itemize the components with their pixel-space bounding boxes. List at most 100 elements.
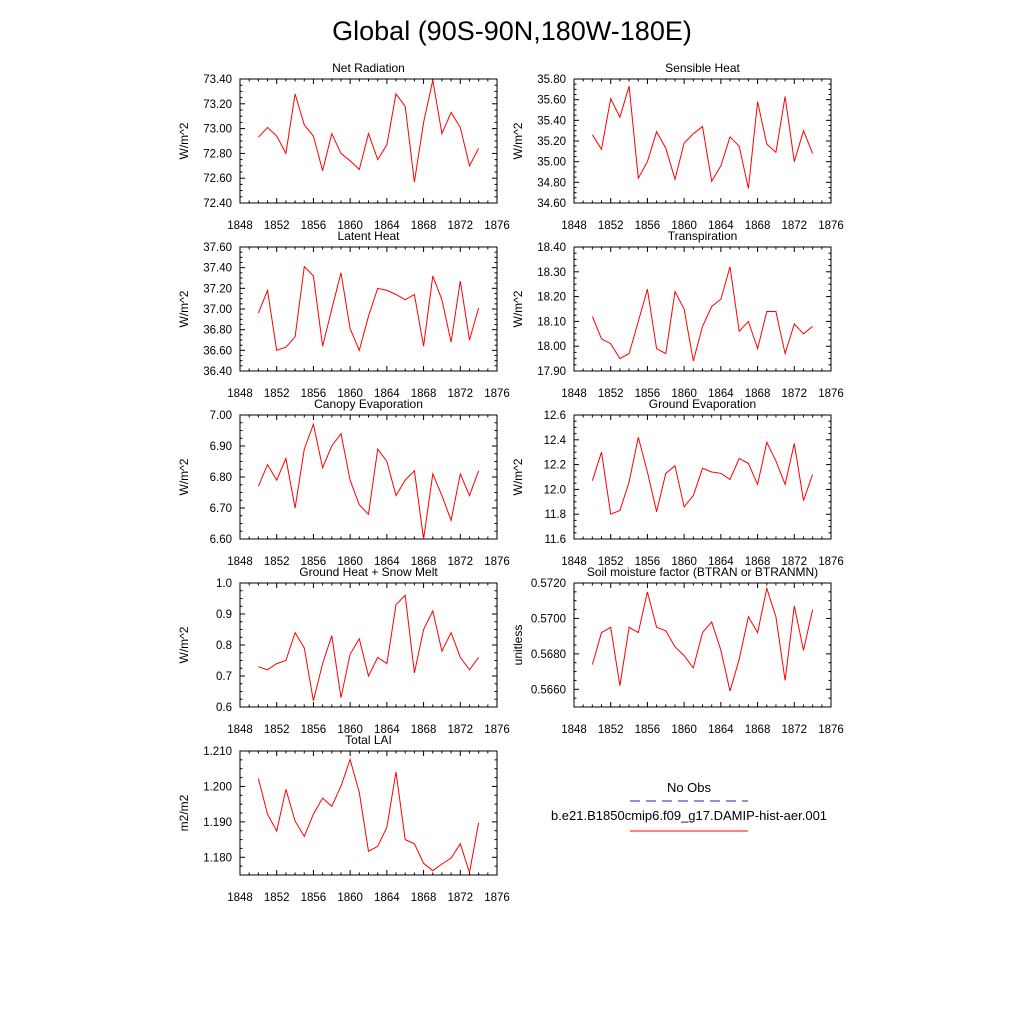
y-axis-label: W/m^2 — [177, 458, 191, 495]
x-tick-label: 1856 — [301, 388, 327, 400]
y-tick-label: 12.6 — [544, 410, 566, 422]
x-tick-label: 1876 — [818, 556, 844, 568]
y-tick-label: 18.20 — [537, 292, 566, 304]
x-tick-label: 1868 — [411, 556, 437, 568]
x-tick-label: 1848 — [561, 724, 587, 736]
x-tick-label: 1864 — [708, 556, 734, 568]
y-axis-label: unitless — [511, 625, 525, 666]
x-tick-label: 1852 — [264, 220, 290, 232]
panel-title: Latent Heat — [337, 229, 400, 243]
x-tick-label: 1848 — [227, 892, 253, 904]
plot-frame — [239, 78, 498, 204]
x-tick-label: 1872 — [781, 388, 807, 400]
y-tick-label: 0.7 — [216, 671, 232, 683]
y-tick-label: 72.40 — [203, 198, 232, 210]
y-axis-label: W/m^2 — [511, 122, 525, 159]
figure-title: Global (90S-90N,180W-180E) — [332, 16, 692, 46]
y-tick-label: 1.210 — [203, 746, 232, 758]
y-tick-label: 72.80 — [203, 148, 232, 160]
y-tick-label: 35.60 — [537, 95, 566, 107]
x-tick-label: 1872 — [447, 388, 473, 400]
x-tick-label: 1848 — [561, 220, 587, 232]
x-tick-label: 1868 — [745, 556, 771, 568]
x-tick-label: 1848 — [227, 220, 253, 232]
y-tick-label: 18.00 — [537, 341, 566, 353]
y-tick-label: 37.60 — [203, 242, 232, 254]
y-tick-label: 6.60 — [210, 534, 232, 546]
legend-model-label: b.e21.B1850cmip6.f09_g17.DAMIP-hist-aer.… — [551, 808, 827, 823]
panel-title: Transpiration — [668, 229, 738, 243]
x-tick-label: 1872 — [781, 724, 807, 736]
y-tick-label: 73.00 — [203, 124, 232, 136]
y-tick-label: 7.00 — [210, 410, 232, 422]
y-tick-label: 0.5680 — [531, 649, 566, 661]
x-tick-label: 1876 — [818, 388, 844, 400]
x-tick-label: 1860 — [337, 724, 363, 736]
panel-title: Ground Heat + Snow Melt — [299, 565, 438, 579]
y-tick-label: 36.80 — [203, 325, 232, 337]
plot-frame — [573, 414, 832, 540]
series-line — [257, 422, 480, 540]
y-tick-label: 11.8 — [544, 509, 566, 521]
x-tick-label: 1852 — [598, 220, 624, 232]
y-tick-label: 12.2 — [544, 460, 566, 472]
x-tick-label: 1860 — [337, 892, 363, 904]
y-tick-label: 34.60 — [537, 198, 566, 210]
y-tick-label: 12.0 — [544, 484, 566, 496]
x-tick-label: 1852 — [264, 388, 290, 400]
y-tick-label: 0.9 — [216, 609, 232, 621]
x-tick-label: 1856 — [635, 724, 661, 736]
y-tick-label: 34.80 — [537, 177, 566, 189]
y-tick-label: 1.0 — [216, 578, 232, 590]
y-tick-label: 18.10 — [537, 316, 566, 328]
x-tick-label: 1856 — [635, 388, 661, 400]
y-tick-label: 0.5720 — [531, 578, 566, 590]
y-tick-label: 17.90 — [537, 366, 566, 378]
series-line — [591, 437, 814, 515]
x-tick-label: 1876 — [818, 724, 844, 736]
x-tick-label: 1860 — [671, 724, 697, 736]
x-tick-label: 1856 — [301, 556, 327, 568]
x-tick-label: 1876 — [484, 556, 510, 568]
y-tick-label: 37.00 — [203, 304, 232, 316]
x-tick-label: 1848 — [227, 724, 253, 736]
x-tick-label: 1872 — [447, 220, 473, 232]
y-tick-label: 72.60 — [203, 173, 232, 185]
x-tick-label: 1868 — [745, 724, 771, 736]
x-tick-label: 1848 — [227, 388, 253, 400]
y-tick-label: 1.190 — [203, 817, 232, 829]
y-axis-label: W/m^2 — [177, 290, 191, 327]
x-tick-label: 1864 — [708, 388, 734, 400]
x-tick-label: 1868 — [411, 892, 437, 904]
y-axis-label: W/m^2 — [511, 290, 525, 327]
x-tick-label: 1852 — [598, 556, 624, 568]
chart-panel: Ground Evaporation 1848 1852 1856 1860 1864 18… — [511, 397, 844, 568]
chart-panel: Ground Heat + Snow Melt 1848 1852 1856 1860 1… — [177, 565, 510, 736]
y-axis-label: W/m^2 — [177, 122, 191, 159]
x-tick-label: 1868 — [411, 388, 437, 400]
x-tick-label: 1856 — [301, 724, 327, 736]
x-tick-label: 1864 — [708, 724, 734, 736]
y-tick-label: 11.6 — [544, 534, 566, 546]
panel-title: Ground Evaporation — [649, 397, 756, 411]
chart-panel: Transpiration 1848 1852 1856 1860 1864 1868 187… — [511, 229, 844, 400]
panel-title: Sensible Heat — [665, 61, 740, 75]
x-tick-label: 1872 — [447, 892, 473, 904]
x-tick-label: 1848 — [561, 388, 587, 400]
x-tick-label: 1876 — [818, 220, 844, 232]
series-line — [257, 757, 480, 873]
x-tick-label: 1856 — [301, 892, 327, 904]
series-line — [591, 586, 814, 692]
y-tick-label: 35.80 — [537, 74, 566, 86]
panel-title: Soil moisture factor (BTRAN or BTRANMN) — [587, 565, 818, 579]
x-tick-label: 1864 — [374, 388, 400, 400]
x-tick-label: 1868 — [411, 220, 437, 232]
x-tick-label: 1876 — [484, 724, 510, 736]
panel-title: Canopy Evaporation — [314, 397, 423, 411]
x-tick-label: 1856 — [301, 220, 327, 232]
x-tick-label: 1868 — [745, 220, 771, 232]
x-tick-label: 1864 — [374, 892, 400, 904]
x-tick-label: 1852 — [598, 724, 624, 736]
